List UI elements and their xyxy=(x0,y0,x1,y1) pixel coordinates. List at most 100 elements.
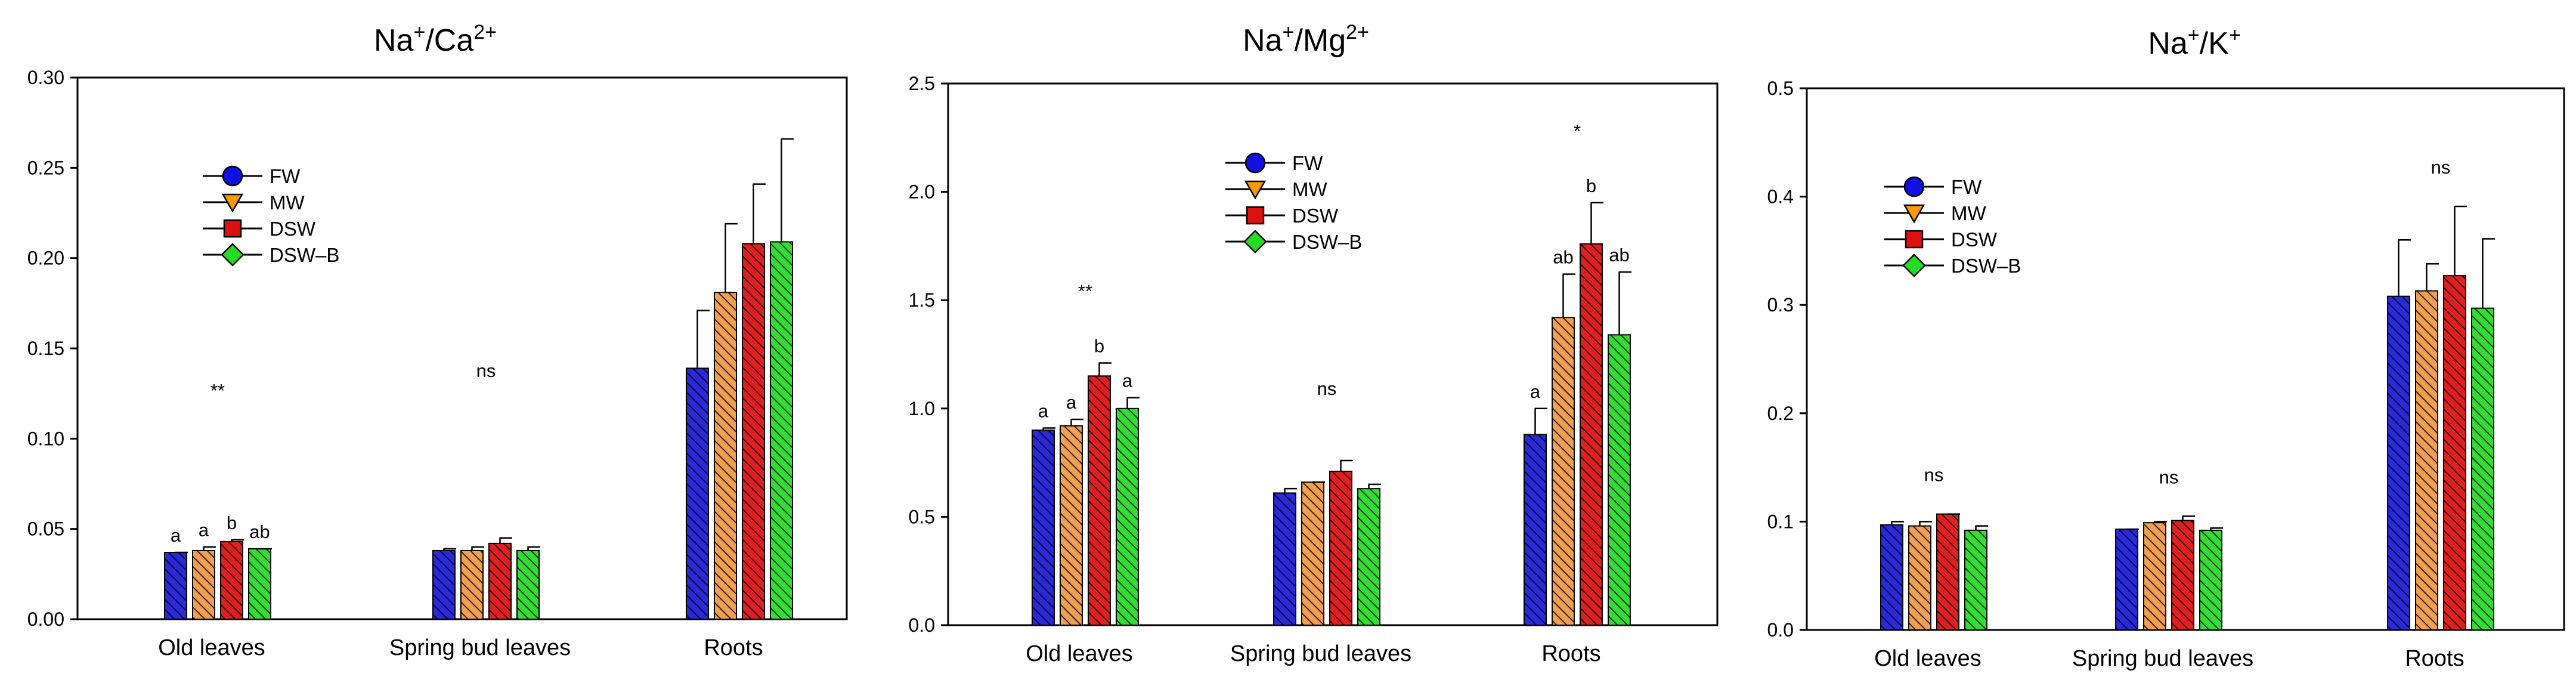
y-tick-label: 0.15 xyxy=(27,338,64,359)
x-category-label: Spring bud leaves xyxy=(1230,641,1411,666)
legend-marker-triangle xyxy=(1244,180,1267,200)
legend-marker-square xyxy=(1905,230,1924,249)
bar-fw xyxy=(1524,434,1547,626)
y-tick-label: 1.0 xyxy=(909,398,935,419)
bar-fw xyxy=(1273,492,1296,626)
significance-marker: ns xyxy=(1317,378,1337,399)
legend-label: MW xyxy=(1951,202,1986,224)
bar-fw xyxy=(164,552,187,620)
significance-marker: ns xyxy=(476,360,496,381)
bar-dsw xyxy=(488,542,512,620)
bar-dsw-b xyxy=(1964,529,1987,631)
bar-dsw xyxy=(2171,520,2194,631)
significance-letter: a xyxy=(1530,381,1541,402)
bars-group xyxy=(164,241,793,620)
y-tick-label: 0.10 xyxy=(27,428,64,449)
significance-group: ** ns * xyxy=(1078,121,1581,399)
bar-mw xyxy=(1060,425,1083,626)
bar-dsw-b xyxy=(770,241,793,620)
significance-letter: a xyxy=(1038,400,1049,421)
legend-label: DSW–B xyxy=(1292,231,1362,253)
bar-dsw xyxy=(1580,243,1603,626)
legend-marker-triangle xyxy=(221,193,244,213)
legend-label: DSW xyxy=(1951,228,1998,251)
letters-group: a a b ab xyxy=(171,512,270,546)
significance-letter: a xyxy=(171,525,181,546)
y-tick-label: 0.0 xyxy=(1767,619,1794,641)
significance-marker: ** xyxy=(1078,281,1092,302)
error-bars-group xyxy=(1891,205,2495,530)
bar-dsw xyxy=(220,540,243,620)
significance-letter: b xyxy=(1094,336,1104,357)
y-tick-label: 0.4 xyxy=(1767,186,1794,208)
bar-fw xyxy=(2115,529,2138,631)
significance-marker: ** xyxy=(210,380,225,401)
y-tick-label: 0.3 xyxy=(1767,294,1794,316)
bar-fw xyxy=(1880,524,1903,631)
significance-letter: ab xyxy=(1609,245,1629,265)
legend-marker-circle xyxy=(1244,152,1266,174)
chart-title: Na+/K+ xyxy=(2148,24,2240,61)
error-bars-group xyxy=(175,138,794,554)
legend-marker-diamond xyxy=(221,243,244,267)
y-tick-label: 2.5 xyxy=(909,73,935,94)
legend-label: MW xyxy=(270,191,305,214)
y-tick-label: 1.5 xyxy=(909,289,935,311)
bar-mw xyxy=(460,549,484,620)
y-tick-label: 0.30 xyxy=(27,67,64,88)
bar-mw xyxy=(2143,522,2166,631)
bar-fw xyxy=(1032,430,1055,626)
x-category-label: Roots xyxy=(2405,646,2464,671)
legend-marker-square xyxy=(1246,206,1265,225)
bar-dsw xyxy=(1329,471,1352,626)
legend-label: FW xyxy=(1951,176,1982,198)
y-tick-label: 0.2 xyxy=(1767,403,1794,424)
error-bars-group xyxy=(1042,202,1631,493)
legend-marker-diamond xyxy=(1902,254,1926,277)
x-category-label: Old leaves xyxy=(1026,641,1133,666)
y-tick-label: 2.0 xyxy=(909,181,935,203)
significance-letter: b xyxy=(1586,175,1596,196)
bar-dsw-b xyxy=(1357,488,1380,626)
bar-dsw-b xyxy=(1608,334,1631,626)
legend: FW MW DSW DSW–B xyxy=(203,165,339,267)
legend-label: FW xyxy=(1292,152,1323,174)
y-tick-label: 0.5 xyxy=(909,506,935,527)
x-category-label: Spring bud leaves xyxy=(389,635,571,660)
legend-label: DSW xyxy=(1292,205,1339,227)
bar-mw xyxy=(192,549,215,620)
x-axis: Old leaves Spring bud leaves Roots xyxy=(1874,646,2464,671)
legend-label: DSW–B xyxy=(270,244,339,266)
bar-mw xyxy=(1908,525,1931,631)
x-axis: Old leaves Spring bud leaves Roots xyxy=(1026,641,1600,666)
x-axis: Old leaves Spring bud leaves Roots xyxy=(158,635,763,660)
bar-dsw-b xyxy=(2471,307,2494,631)
y-tick-label: 0.5 xyxy=(1767,78,1794,99)
legend-label: MW xyxy=(1292,178,1327,200)
significance-letter: ab xyxy=(1553,247,1573,268)
significance-marker: ns xyxy=(2431,157,2451,178)
legend-marker-square xyxy=(223,219,242,238)
x-category-label: Old leaves xyxy=(1874,646,1981,671)
legend: FW MW DSW DSW–B xyxy=(1225,152,1362,254)
y-axis: 0.0 0.5 1.0 1.5 2.0 2.5 xyxy=(909,73,948,636)
bar-fw xyxy=(686,367,709,620)
bar-dsw-b xyxy=(248,548,271,620)
y-tick-label: 0.00 xyxy=(27,608,64,630)
bars-group xyxy=(1032,243,1631,626)
bar-fw xyxy=(432,549,456,620)
x-category-label: Spring bud leaves xyxy=(2072,646,2253,671)
legend-marker-circle xyxy=(1903,176,1925,197)
significance-letter: ab xyxy=(249,521,270,542)
significance-letter: a xyxy=(1066,392,1077,413)
chart-na-k: Na+/K+ 0.0 0.1 0.2 0.3 0.4 0.5 ns ns ns Old lea… xyxy=(1767,24,2565,671)
legend-marker-circle xyxy=(222,165,243,187)
bar-dsw-b xyxy=(516,549,540,620)
legend-marker-triangle xyxy=(1903,204,1925,224)
bar-dsw xyxy=(742,243,765,620)
x-category-label: Roots xyxy=(1541,641,1600,666)
